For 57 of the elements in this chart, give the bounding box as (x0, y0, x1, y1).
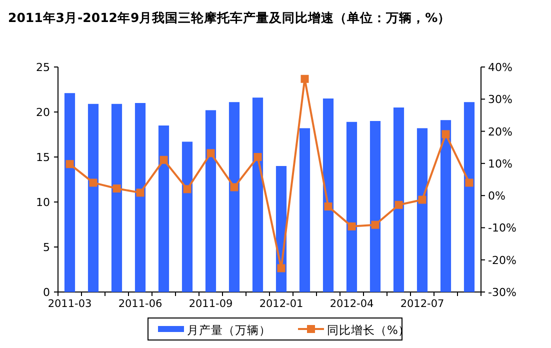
point (394, 200, 403, 209)
point (300, 74, 309, 83)
y2-tick-label: 40% (488, 61, 512, 74)
x-tick-label: 2012-07 (400, 298, 444, 310)
point (160, 156, 168, 164)
y-tick-label: 10 (36, 196, 50, 209)
y2-tick-label: -10% (488, 222, 516, 235)
point (183, 185, 192, 194)
point (89, 178, 98, 187)
point (371, 220, 380, 229)
y-tick-label: 20 (36, 106, 50, 119)
bar (64, 93, 76, 292)
y-tick-label: 5 (43, 241, 50, 254)
point (136, 188, 144, 197)
point (324, 202, 332, 210)
y-tick-label: 25 (36, 61, 50, 74)
bar (252, 98, 264, 292)
y-tick-label: 15 (36, 151, 50, 164)
x-tick-label: 2011-09 (188, 298, 233, 310)
point (348, 222, 356, 230)
x-tick-label: 2011-06 (118, 298, 163, 310)
point (254, 153, 262, 161)
point (277, 264, 286, 272)
bar (346, 122, 358, 292)
bar (228, 102, 240, 292)
y2-tick-label: -30% (488, 286, 516, 299)
bar (464, 102, 475, 292)
point (418, 196, 426, 204)
bar (440, 120, 452, 292)
y2-tick-label: -20% (488, 254, 516, 267)
bar (88, 104, 99, 292)
bar (370, 121, 381, 292)
x-tick-label: 2012-01 (259, 298, 304, 310)
point (66, 160, 74, 168)
point (206, 149, 215, 158)
bar (134, 103, 146, 292)
bar (111, 104, 122, 292)
bar (158, 126, 170, 292)
x-tick-label: 2011-03 (48, 298, 92, 310)
point (442, 130, 450, 138)
x-tick-label: 2012-04 (330, 298, 374, 310)
y2-tick-label: 10% (488, 157, 512, 170)
point (230, 183, 238, 192)
legend-label: 月产量（万辆） (187, 323, 271, 337)
point (112, 184, 121, 192)
bar (205, 110, 216, 292)
bar (393, 108, 404, 292)
bar (182, 142, 193, 292)
y2-tick-label: 0% (488, 190, 506, 203)
y2-tick-label: 30% (488, 93, 512, 106)
point (465, 178, 474, 187)
bar (322, 98, 334, 292)
y-tick-label: 0 (43, 286, 50, 299)
title: 2011年3月-2012年9月我国三轮摩托车产量及同比增速（单位：万辆，%） (8, 10, 451, 25)
y2-tick-label: 20% (488, 125, 512, 138)
bar (299, 128, 310, 292)
bar (416, 128, 428, 292)
